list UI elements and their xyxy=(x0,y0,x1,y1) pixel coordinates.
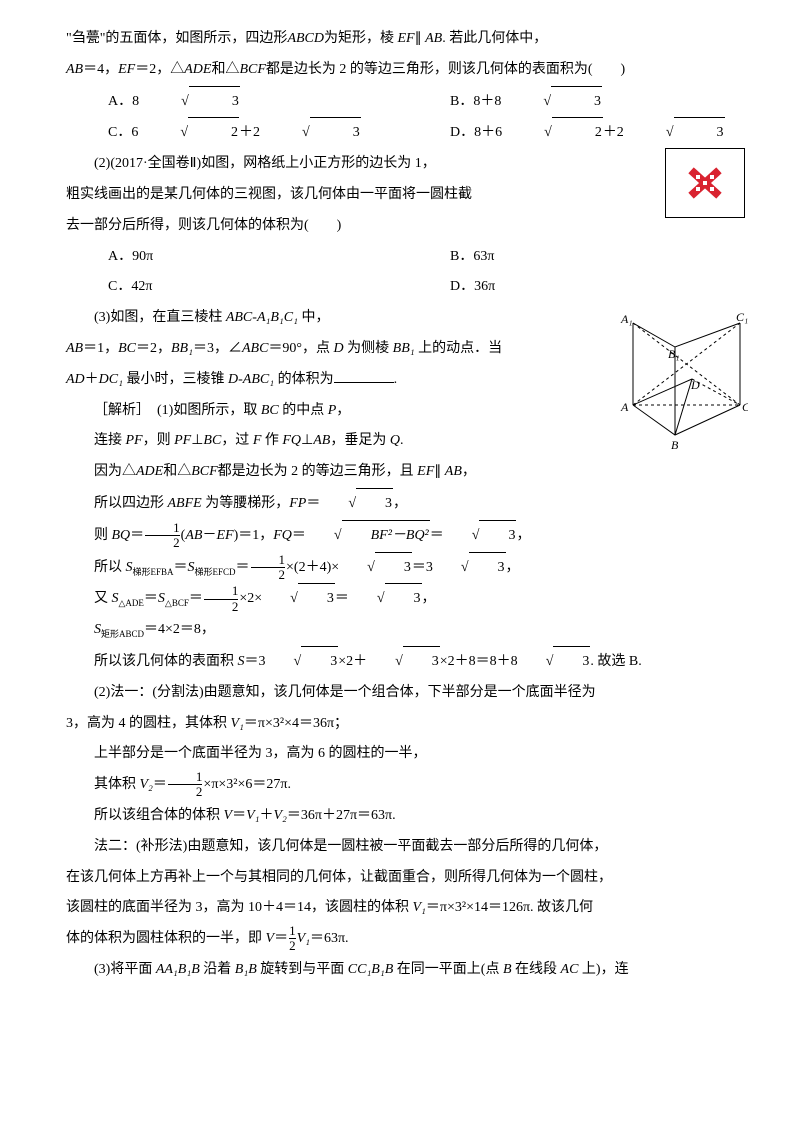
sol-9: 所以该几何体的表面积 S＝3√3×2＋√3×2＋8＝8＋8√3. 故选 B. xyxy=(66,646,750,678)
prism-figure: A₁ B₁ C₁ A B C D xyxy=(615,305,748,455)
svg-text:B: B xyxy=(671,438,679,452)
sol-3: 因为△ADE和△BCF都是边长为 2 的等边三角形，且 EF∥ AB， xyxy=(66,457,750,488)
p1-options-row2: C．6√2＋2√3 D．8＋6√2＋2√3 xyxy=(66,117,750,149)
sol-8: S矩形ABCD＝4×2＝8， xyxy=(66,615,750,646)
m2-l7: 在该几何体上方再补上一个与其相同的几何体，让截面重合，则所得几何体为一个圆柱， xyxy=(66,863,750,894)
svg-text:B₁: B₁ xyxy=(668,347,680,361)
broken-image-icon xyxy=(665,148,745,218)
p2-line1: (2)(2017·全国卷Ⅱ)如图，网格纸上小正方形的边长为 1， xyxy=(66,149,750,180)
m2-l5: 所以该组合体的体积 V＝V₁＋V₂＝36π＋27π＝63π. xyxy=(66,801,750,832)
p1-options-row1: A．8√3 B．8＋8√3 xyxy=(66,86,750,118)
m2-l6: 法二：(补形法)由题意知，该几何体是一圆柱被一平面截去一部分后所得的几何体， xyxy=(66,832,750,863)
p2-options-row1: A．90π B．63π xyxy=(66,242,750,273)
m2-l2: 3，高为 4 的圆柱，其体积 V₁＝π×3²×4＝36π； xyxy=(66,709,750,740)
sol-4: 所以四边形 ABFE 为等腰梯形，FP＝√3， xyxy=(66,488,750,520)
m2-l1: (2)法一：(分割法)由题意知，该几何体是一个组合体，下半部分是一个底面半径为 xyxy=(66,678,750,709)
svg-text:A₁: A₁ xyxy=(620,312,633,326)
svg-text:D: D xyxy=(690,378,700,392)
m2-l9: 体的体积为圆柱体积的一半，即 V＝12V₁＝63π. xyxy=(66,924,750,955)
m3-l1: (3)将平面 AA₁B₁B 沿着 B₁B 旋转到与平面 CC₁B₁B 在同一平面… xyxy=(66,955,750,986)
p1-line2: AB＝4，EF＝2，△ADE和△BCF都是边长为 2 的等边三角形，则该几何体的… xyxy=(66,55,750,86)
svg-text:A: A xyxy=(620,400,629,414)
p2-options-row2: C．42π D．36π xyxy=(66,272,750,303)
p2-line3: 去一部分后所得，则该几何体的体积为( ) xyxy=(66,211,750,242)
m2-l3: 上半部分是一个底面半径为 3，高为 6 的圆柱的一半， xyxy=(66,739,750,770)
p1-line1: "刍甍"的五面体，如图所示，四边形ABCD为矩形，棱 EF∥ AB. 若此几何体… xyxy=(66,24,750,55)
fill-blank xyxy=(334,369,394,383)
sol-7: 又 S△ADE＝S△BCF＝12×2×√3＝√3， xyxy=(66,583,750,615)
svg-text:C: C xyxy=(742,400,748,414)
svg-text:C₁: C₁ xyxy=(736,310,748,324)
m2-l8: 该圆柱的底面半径为 3，高为 10＋4＝14，该圆柱的体积 V₁＝π×3²×14… xyxy=(66,893,750,924)
m2-l4: 其体积 V₂＝12×π×3²×6＝27π. xyxy=(66,770,750,801)
sol-5: 则 BQ＝12(AB－EF)＝1，FQ＝√BF²－BQ²＝√3， xyxy=(66,520,750,552)
sol-6: 所以 S梯形EFBA＝S梯形EFCD＝12×(2＋4)×√3＝3√3， xyxy=(66,552,750,584)
p2-line2: 粗实线画出的是某几何体的三视图，该几何体由一平面将一圆柱截 xyxy=(66,180,750,211)
